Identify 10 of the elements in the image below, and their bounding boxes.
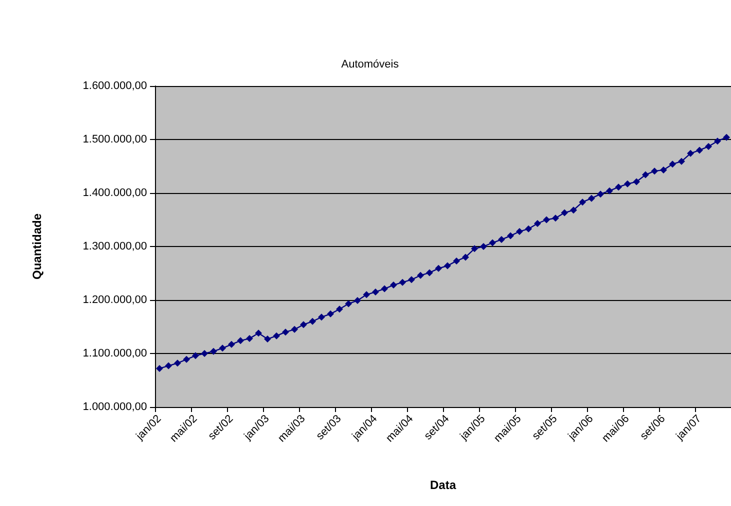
y-axis-title: Quantidade [30, 213, 44, 280]
y-tick-label: 1.000.000,00 [82, 401, 147, 413]
y-tick-label: 1.300.000,00 [82, 240, 147, 252]
y-tick-label: 1.600.000,00 [82, 80, 147, 92]
y-tick-label: 1.100.000,00 [82, 348, 147, 360]
x-axis-title: Data [430, 478, 456, 492]
y-tick-label: 1.200.000,00 [82, 294, 147, 306]
chart-title: Automóveis [341, 58, 400, 70]
y-tick-label: 1.500.000,00 [82, 134, 147, 146]
y-tick-label: 1.400.000,00 [82, 187, 147, 199]
